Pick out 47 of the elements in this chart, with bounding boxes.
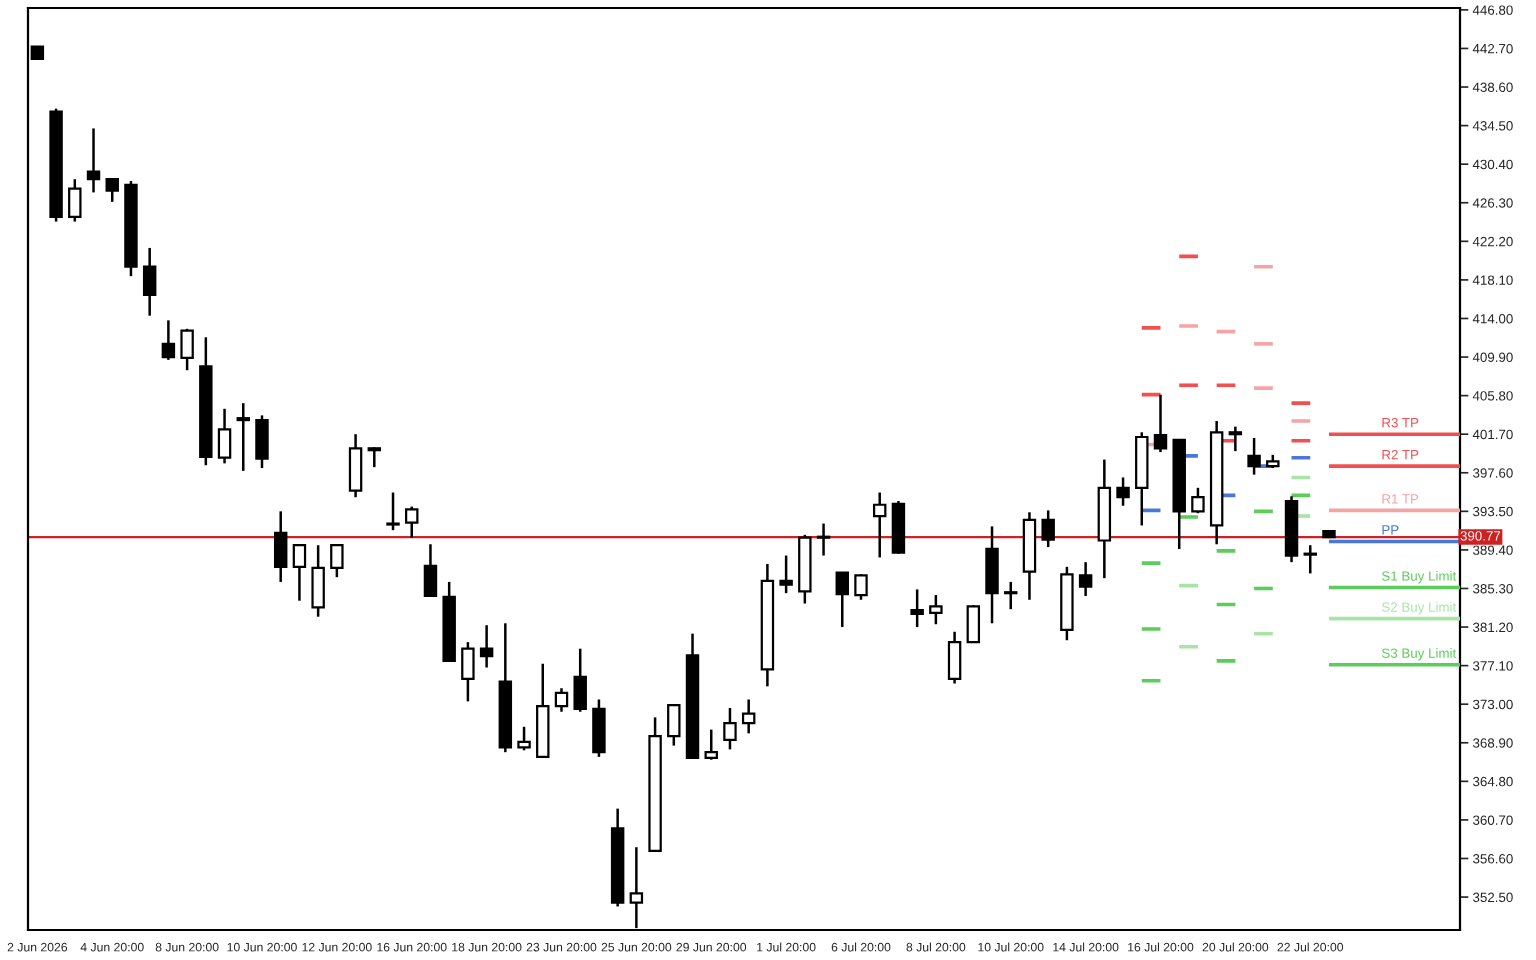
candlestick <box>255 414 269 470</box>
candlestick <box>423 543 438 598</box>
candlestick <box>273 510 288 584</box>
candlestick <box>1004 580 1018 611</box>
candlestick <box>68 177 82 223</box>
candlestick <box>292 543 307 602</box>
candlestick <box>1247 436 1261 476</box>
candlestick <box>1041 509 1055 549</box>
candlestick <box>405 505 419 539</box>
candlestick <box>142 246 157 317</box>
candlestick <box>161 319 176 362</box>
candlestick <box>311 543 325 618</box>
candlestick <box>573 647 587 713</box>
candlestick <box>236 401 250 473</box>
candlestick <box>217 407 232 465</box>
candlestick <box>816 522 831 557</box>
candlestick <box>929 593 943 626</box>
candlestick <box>367 446 382 469</box>
candlestick <box>517 725 531 752</box>
candlestick <box>1078 560 1093 598</box>
candlestick <box>966 604 981 644</box>
candlestick <box>1153 393 1168 454</box>
candlestick <box>910 588 924 629</box>
candlestick <box>854 573 868 602</box>
candlestick <box>1228 425 1243 453</box>
candlestick <box>1191 486 1205 515</box>
candlestick <box>105 177 119 204</box>
candlestick <box>872 491 887 559</box>
candlestick <box>348 432 363 499</box>
candlestick <box>985 525 999 625</box>
candlestick <box>592 698 606 759</box>
candlestick <box>1116 476 1130 507</box>
candlestick <box>554 686 569 713</box>
candlestick <box>1303 543 1317 575</box>
candlestick <box>704 728 718 761</box>
candlestick <box>741 698 756 735</box>
candlestick <box>779 554 793 595</box>
candlestick <box>667 703 681 747</box>
candlestick <box>723 706 737 751</box>
candlestick <box>461 640 475 703</box>
candlestick <box>947 630 962 685</box>
candlestick <box>386 491 400 532</box>
candlestick <box>86 127 101 194</box>
candlestick <box>180 327 194 372</box>
candlestick <box>330 543 344 579</box>
candlestick <box>835 571 849 629</box>
candlestick <box>479 623 494 669</box>
